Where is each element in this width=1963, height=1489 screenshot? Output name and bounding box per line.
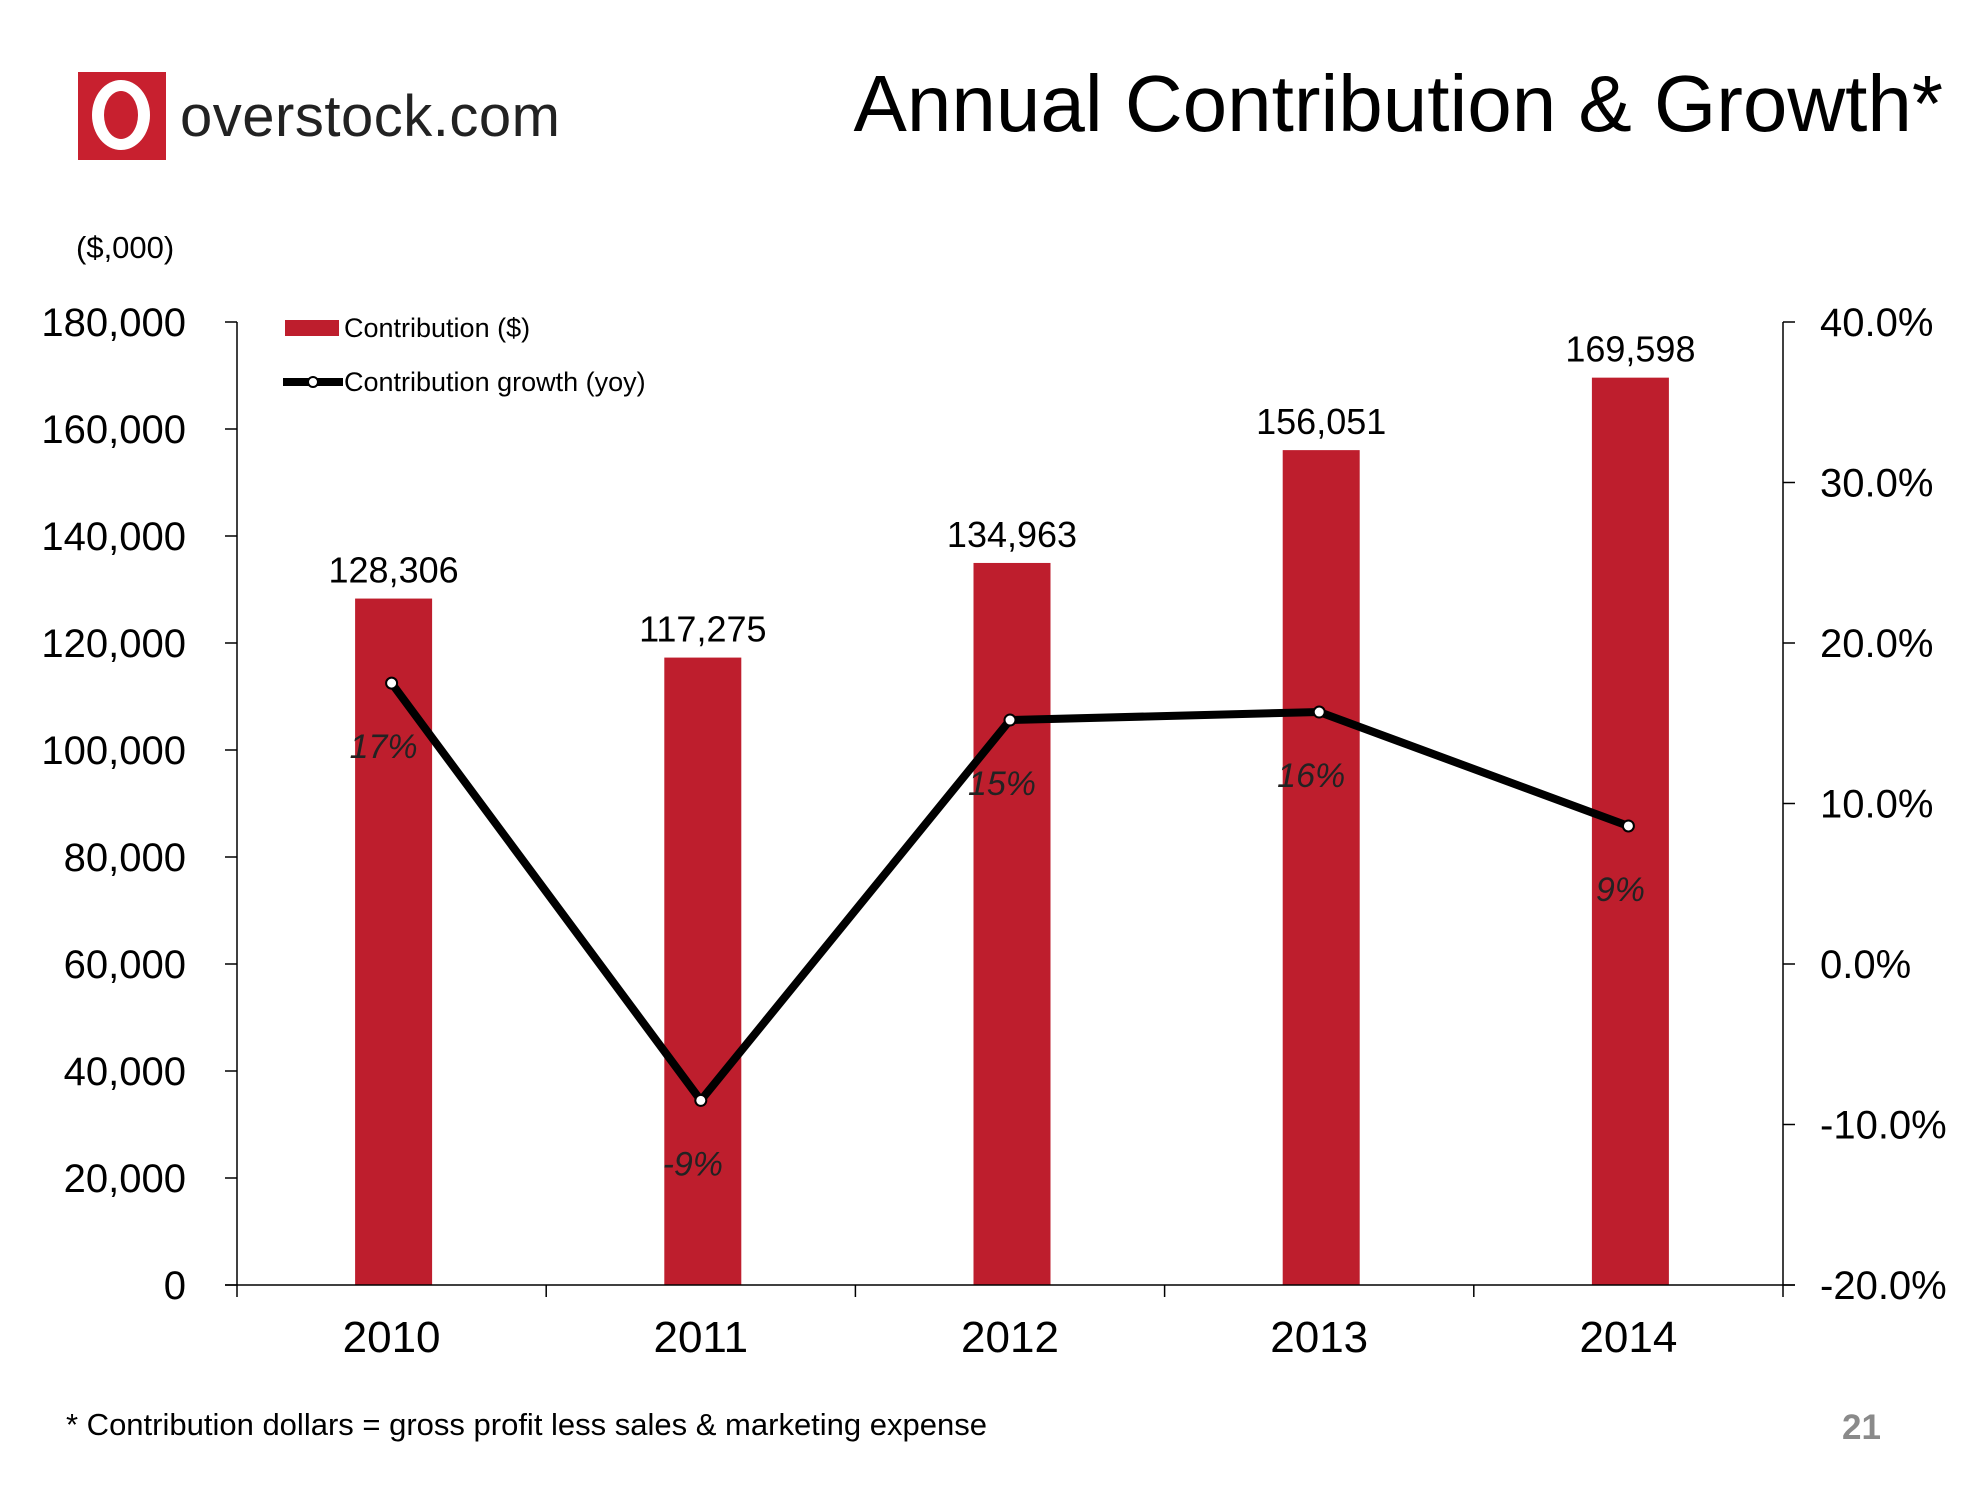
growth-value-label: 16% (1277, 757, 1345, 795)
legend-label-contribution: Contribution ($) (344, 313, 530, 343)
overstock-o-icon (78, 72, 166, 160)
bar-2010 (355, 598, 433, 1285)
legend-bar-swatch (285, 320, 339, 336)
right-tick-label: 10.0% (1820, 783, 1933, 827)
unit-label: ($,000) (76, 230, 175, 265)
legend-label-growth: Contribution growth (yoy) (344, 367, 646, 397)
x-tick-label: 2010 (343, 1313, 441, 1362)
logo-wordmark: overstock.com (180, 83, 561, 149)
growth-value-label: 9% (1596, 871, 1645, 909)
right-tick-label: 0.0% (1820, 943, 1911, 987)
bar-value-label: 128,306 (329, 550, 459, 591)
x-tick-label: 2012 (961, 1313, 1059, 1362)
left-tick-label: 120,000 (41, 622, 186, 666)
right-tick-label: -10.0% (1820, 1104, 1947, 1148)
right-tick-label: 40.0% (1820, 301, 1933, 345)
x-tick-label: 2011 (653, 1313, 748, 1362)
page-number: 21 (1842, 1408, 1881, 1447)
left-tick-label: 180,000 (41, 301, 186, 345)
left-tick-label: 100,000 (41, 729, 186, 773)
left-tick-label: 160,000 (41, 408, 186, 452)
growth-marker-2012 (1003, 713, 1017, 727)
growth-marker-2013 (1312, 705, 1326, 719)
right-tick-label: -20.0% (1820, 1264, 1947, 1308)
bar-2013 (1282, 450, 1360, 1285)
x-tick-label: 2013 (1270, 1313, 1368, 1362)
growth-marker-2014 (1621, 819, 1635, 833)
bar-value-label: 117,275 (639, 609, 766, 650)
left-tick-label: 40,000 (64, 1050, 186, 1094)
slide-title: Annual Contribution & Growth* (853, 59, 1944, 148)
bar-value-label: 156,051 (1256, 401, 1386, 442)
left-tick-label: 0 (164, 1264, 186, 1308)
growth-value-label: -9% (663, 1145, 723, 1183)
x-tick-label: 2014 (1579, 1313, 1677, 1362)
bar-2011 (664, 657, 742, 1285)
bar-value-label: 169,598 (1565, 329, 1695, 370)
left-tick-label: 20,000 (64, 1157, 186, 1201)
overstock-logo: overstock.com (78, 70, 560, 162)
growth-marker-2011 (694, 1093, 708, 1107)
bar-2012 (973, 562, 1051, 1285)
left-tick-label: 60,000 (64, 943, 186, 987)
growth-marker-2010 (385, 676, 399, 690)
growth-value-label: 15% (968, 765, 1036, 803)
right-tick-label: 20.0% (1820, 622, 1933, 666)
footnote: * Contribution dollars = gross profit le… (66, 1407, 987, 1442)
legend-line-marker (307, 376, 319, 388)
right-tick-label: 30.0% (1820, 462, 1933, 506)
growth-value-label: 17% (350, 728, 418, 766)
left-tick-label: 140,000 (41, 515, 186, 559)
left-tick-label: 80,000 (64, 836, 186, 880)
bar-value-label: 134,963 (947, 514, 1077, 555)
